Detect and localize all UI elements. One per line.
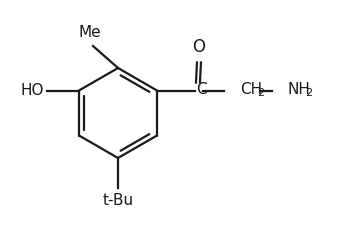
Text: O: O	[193, 39, 205, 57]
Text: 2: 2	[257, 88, 264, 98]
Text: HO: HO	[20, 83, 44, 98]
Text: C: C	[196, 82, 206, 97]
Text: Me: Me	[79, 25, 101, 40]
Text: 2: 2	[305, 88, 312, 98]
Text: NH: NH	[288, 82, 311, 97]
Text: t-Bu: t-Bu	[102, 193, 134, 208]
Text: CH: CH	[240, 82, 262, 97]
